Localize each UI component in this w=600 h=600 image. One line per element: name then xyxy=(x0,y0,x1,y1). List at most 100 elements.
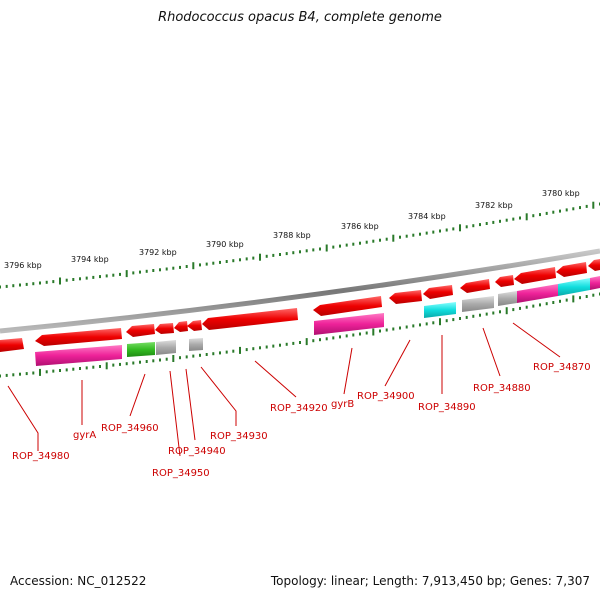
cds-box-rop34950[interactable] xyxy=(156,340,176,355)
cds-box-rop34940[interactable] xyxy=(189,338,203,351)
scale-minor-tick xyxy=(412,233,415,237)
scale-minor-tick xyxy=(45,370,48,374)
scale-minor-tick xyxy=(432,321,435,325)
gene-arrow[interactable] xyxy=(202,308,298,330)
scale-label-3788: 3788 kbp xyxy=(273,231,311,240)
scale-minor-tick xyxy=(145,360,148,363)
gene-label-rop34870: ROP_34870 xyxy=(533,362,591,373)
scale-label-3792: 3792 kbp xyxy=(139,248,177,257)
scale-minor-tick xyxy=(439,229,441,233)
scale-minor-tick xyxy=(385,328,388,332)
scale-minor-tick xyxy=(419,232,421,236)
scale-minor-tick xyxy=(479,223,481,227)
scale-minor-tick xyxy=(165,267,168,271)
scale-minor-tick xyxy=(465,315,468,319)
scale-minor-tick xyxy=(379,238,381,242)
cds-box-gyra[interactable] xyxy=(35,345,122,366)
scale-minor-tick xyxy=(319,338,321,342)
scale-minor-tick xyxy=(359,241,361,245)
scale-minor-tick xyxy=(265,254,268,258)
gene-arrow[interactable] xyxy=(126,324,155,337)
scale-minor-tick xyxy=(445,319,448,323)
gene-arrow[interactable] xyxy=(588,259,600,271)
gene-arrow[interactable] xyxy=(423,285,453,299)
scale-minor-tick xyxy=(559,299,561,303)
scale-minor-tick xyxy=(159,358,161,362)
scale-minor-tick xyxy=(185,265,188,268)
scale-label-3786: 3786 kbp xyxy=(341,222,379,231)
scale-minor-tick xyxy=(339,244,341,248)
scale-minor-tick xyxy=(45,280,48,284)
scale-minor-tick xyxy=(12,373,15,377)
gene-arrow[interactable] xyxy=(389,290,422,304)
scale-minor-tick xyxy=(559,209,561,213)
scale-minor-tick xyxy=(112,273,115,277)
cds-box-rop34890[interactable] xyxy=(424,302,456,318)
scale-minor-tick xyxy=(405,234,408,238)
cds-box-rop34880[interactable] xyxy=(462,296,494,312)
scale-minor-tick xyxy=(459,317,461,320)
scale-minor-tick xyxy=(145,269,148,273)
scale-minor-tick xyxy=(252,256,255,260)
scale-minor-tick xyxy=(272,344,275,348)
scale-minor-tick xyxy=(32,371,35,375)
scale-minor-tick xyxy=(0,374,1,378)
scale-major-tick xyxy=(239,346,241,354)
cds-box-edge[interactable] xyxy=(590,276,600,290)
scale-minor-tick xyxy=(12,284,15,288)
scale-minor-tick xyxy=(592,293,595,297)
scale-minor-tick xyxy=(379,329,381,333)
scale-minor-tick xyxy=(499,310,501,314)
scale-minor-tick xyxy=(425,322,428,326)
scale-minor-tick xyxy=(279,253,281,256)
gene-arrow[interactable] xyxy=(460,279,490,293)
cds-box-rop34960[interactable] xyxy=(127,342,155,357)
gene-arrow[interactable] xyxy=(0,338,24,352)
scale-major-tick xyxy=(505,307,508,315)
scale-minor-tick xyxy=(485,222,488,225)
cds-box-gyrb[interactable] xyxy=(314,313,384,335)
scale-minor-tick xyxy=(499,219,501,223)
scale-minor-tick xyxy=(265,345,268,349)
gene-label-rop34900: ROP_34900 xyxy=(357,391,415,402)
gene-arrow[interactable] xyxy=(514,267,556,284)
gene-label-rop34940: ROP_34940 xyxy=(168,446,226,457)
gene-label-gyra: gyrA xyxy=(73,430,96,441)
scale-minor-tick xyxy=(419,323,421,327)
gene-arrow[interactable] xyxy=(313,296,382,316)
cds-box-rop34870[interactable] xyxy=(558,278,590,296)
scale-minor-tick xyxy=(299,250,301,254)
scale-minor-tick xyxy=(552,301,555,304)
scale-minor-tick xyxy=(399,326,401,330)
scale-minor-tick xyxy=(512,217,515,221)
scale-minor-tick xyxy=(152,269,155,272)
scale-minor-tick xyxy=(5,373,8,377)
gene-arrow[interactable] xyxy=(155,323,174,334)
scale-minor-tick xyxy=(452,318,455,322)
gene-arrow[interactable] xyxy=(174,321,188,332)
scale-minor-tick xyxy=(32,282,35,286)
scale-minor-tick xyxy=(472,314,475,318)
scale-major-tick xyxy=(305,338,308,346)
scale-major-tick xyxy=(572,295,575,303)
scale-minor-tick xyxy=(105,274,108,278)
scale-major-tick xyxy=(372,328,375,336)
scale-minor-tick xyxy=(539,213,541,217)
scale-minor-tick xyxy=(305,249,308,253)
gene-arrow[interactable] xyxy=(556,262,587,277)
scale-minor-tick xyxy=(412,324,415,328)
scale-minor-tick xyxy=(285,342,288,346)
gene-arrow[interactable] xyxy=(495,275,514,287)
gene-arrow[interactable] xyxy=(187,320,202,331)
scale-minor-tick xyxy=(79,277,81,281)
gene-arrow[interactable] xyxy=(35,328,122,346)
cds-box-magenta[interactable] xyxy=(517,284,558,303)
scale-major-tick xyxy=(392,234,395,242)
scale-minor-tick xyxy=(179,265,181,269)
cds-box-grey[interactable] xyxy=(498,291,517,306)
scale-minor-tick xyxy=(219,351,221,355)
scale-label-3796: 3796 kbp xyxy=(4,261,42,270)
gene-label-gyrb: gyrB xyxy=(331,399,354,410)
scale-minor-tick xyxy=(152,359,155,363)
scale-minor-tick xyxy=(345,243,348,247)
